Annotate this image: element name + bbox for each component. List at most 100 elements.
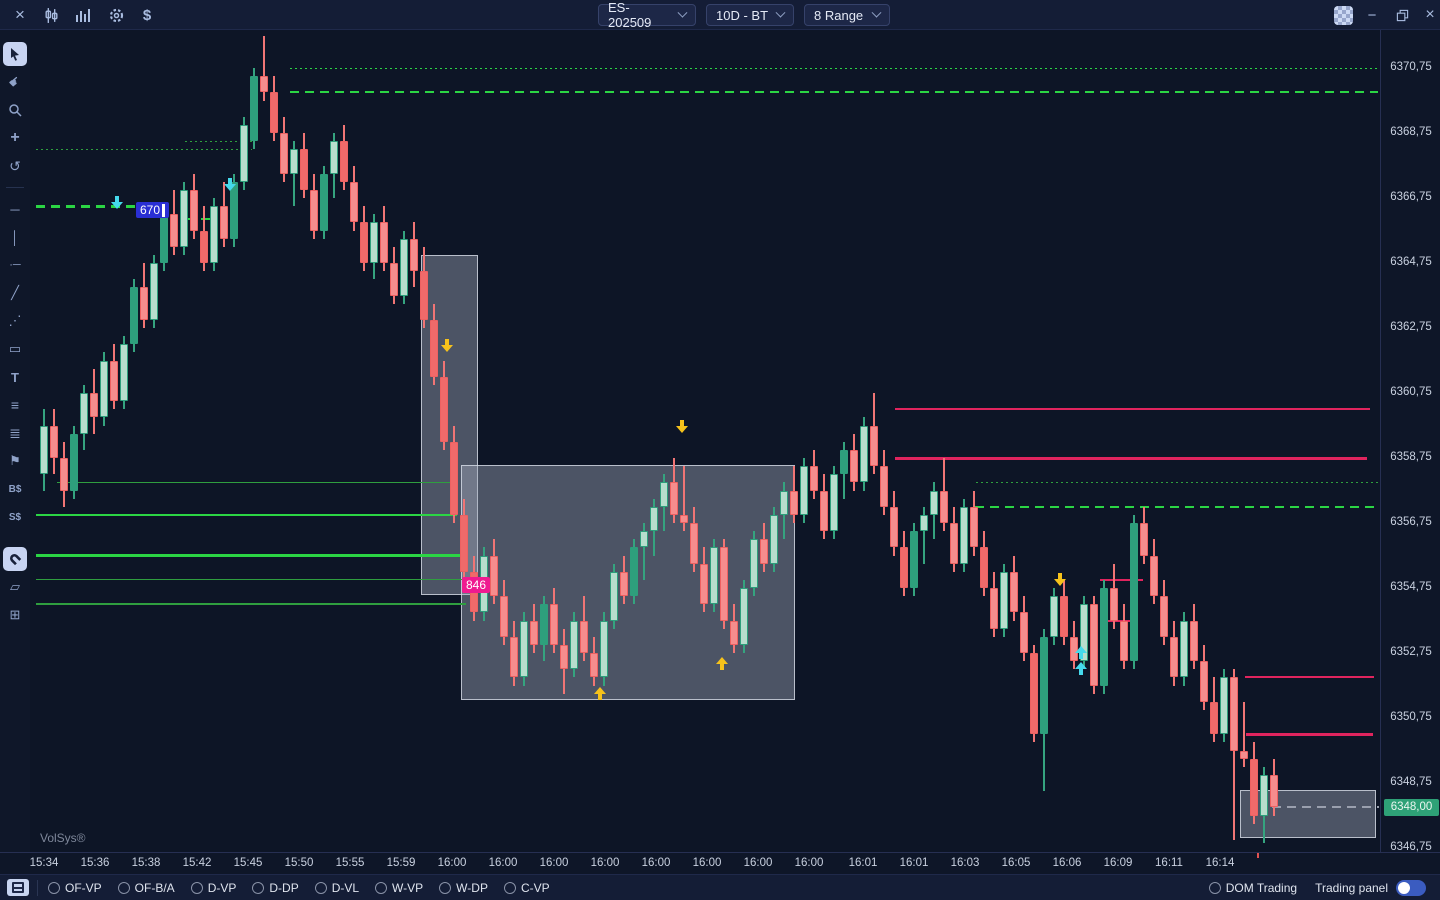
dom-trading-radio[interactable]: DOM Trading [1208,880,1298,895]
candle [690,523,698,564]
candle [630,547,638,597]
theme-checker-icon[interactable] [1334,6,1353,25]
tool-eraser-icon[interactable]: ▱ [10,579,20,594]
candle [450,441,458,515]
radio-icon [48,881,60,894]
chevron-down-icon [871,7,882,18]
level-line [895,456,1367,460]
bottom-option-of-vp[interactable]: OF-VP [48,881,102,895]
candle [560,644,568,670]
level-line [895,408,1370,411]
settings-gear-icon[interactable] [103,0,129,30]
tool-sell-order-icon[interactable]: S$ [8,511,22,523]
tool-horizontal-line-icon[interactable]: ─ [10,201,20,217]
candle [760,539,768,564]
price-axis[interactable]: 6370,75 6368,75 6366,75 6364,75 6362,75 6360,… [1380,30,1440,853]
tool-hand-icon[interactable]: ☛ [5,72,24,92]
bar-chart-icon[interactable] [70,0,96,30]
tool-buy-order-icon[interactable]: B$ [8,483,22,495]
time-axis-label: 15:38 [131,857,161,869]
candle [150,263,158,320]
restore-window-icon[interactable] [1390,0,1414,30]
time-axis-label: 16:09 [1103,857,1133,869]
bottom-option-of-b-a[interactable]: OF-B/A [117,881,175,895]
tool-magnet-icon[interactable] [3,547,27,571]
candle [1130,523,1138,662]
bottom-option-d-vl[interactable]: D-VL [314,881,359,895]
candle [870,425,878,467]
candle [460,514,468,572]
close-chart-icon[interactable]: × [15,5,25,24]
tool-profile-lines-icon[interactable]: ≡ [10,397,20,413]
bottom-bar: OF-VP OF-B/A D-VP D-DP D-VL W-VP W-DP C-VP DOM … [0,874,1440,900]
tool-vertical-line-icon[interactable]: │ [10,229,20,245]
candle [180,189,188,247]
tool-zoom-icon[interactable] [3,98,27,122]
candle [850,449,858,483]
candle [970,506,978,548]
bar-type-dropdown[interactable]: 8 Range [804,4,890,26]
tool-trend-line-icon[interactable]: ╱ [11,285,19,300]
level-line [290,91,1378,94]
tool-rotate-icon[interactable]: ↺ [9,157,21,174]
candle [250,76,258,142]
price-alert-badge[interactable]: 670 [136,202,170,218]
candle-wick [293,141,295,207]
bottom-option-c-vp[interactable]: C-VP [503,881,550,895]
dollar-icon[interactable]: $ [142,6,152,24]
candle [1140,523,1148,556]
arrow-head [1075,646,1087,653]
price-axis-label: 6364,75 [1390,256,1432,268]
minimize-window-icon[interactable]: − [1367,6,1377,24]
signal-arrow-up-icon [1075,662,1087,676]
dom-trading-label: DOM Trading [1225,880,1298,895]
level-line [290,67,1378,69]
level-line [976,481,1378,483]
signal-arrow-up-icon [1075,646,1087,659]
candle-wick [643,523,645,580]
tool-forecast-flag-icon[interactable]: ⚑ [9,453,21,468]
candle [720,547,728,621]
tool-text-icon[interactable]: T [11,369,19,385]
tool-volume-lines-icon[interactable]: ≣ [9,424,21,441]
timeframe-dropdown-value: 10D - BT [716,7,769,23]
close-window-icon[interactable]: × [1425,6,1435,23]
tool-add-drawing-icon[interactable]: ⊞ [9,607,21,622]
candle [1030,653,1038,735]
current-price-badge: 6348,00 [1384,798,1439,816]
tool-cursor-icon[interactable] [3,42,27,66]
bottom-option-w-dp[interactable]: W-DP [439,881,488,895]
symbol-dropdown[interactable]: ES-202509 [598,0,696,30]
candle [600,620,608,678]
arrow-stem [1079,653,1083,659]
candle [1220,677,1228,735]
candle [1000,571,1008,629]
tool-extended-line-icon[interactable]: ⋰ [8,313,22,328]
bottom-option-w-vp[interactable]: W-VP [375,881,423,895]
bottom-option-d-dp[interactable]: D-DP [252,880,299,895]
bottom-option-label: D-DP [269,880,299,895]
bottom-option-d-vp[interactable]: D-VP [190,881,236,895]
tool-crosshair-icon[interactable]: + [10,129,20,146]
candle [220,206,228,239]
price-alert-badge[interactable]: 846 [462,577,491,594]
time-axis-label: 15:45 [233,857,263,869]
timeframe-dropdown[interactable]: 10D - BT [706,4,794,26]
signal-arrow-down-icon [676,420,688,434]
arrow-head [716,657,728,665]
level-line [36,148,252,150]
level-line [1100,619,1130,622]
panel-layout-icon[interactable] [7,879,29,896]
tool-rectangle-icon[interactable]: ▭ [8,341,22,356]
time-axis[interactable]: 15:34 15:36 15:38 15:42 15:45 15:50 15:55 15:59… [0,852,1440,874]
candle [780,490,788,515]
candle [750,539,758,588]
candle [1240,750,1248,759]
candle [590,653,598,678]
arrow-head [676,426,688,434]
trading-panel-toggle[interactable] [1396,879,1426,896]
candle [120,344,128,402]
tool-horizontal-ray-icon[interactable]: ·─ [9,259,21,271]
candlestick-chart-icon[interactable] [38,0,64,30]
